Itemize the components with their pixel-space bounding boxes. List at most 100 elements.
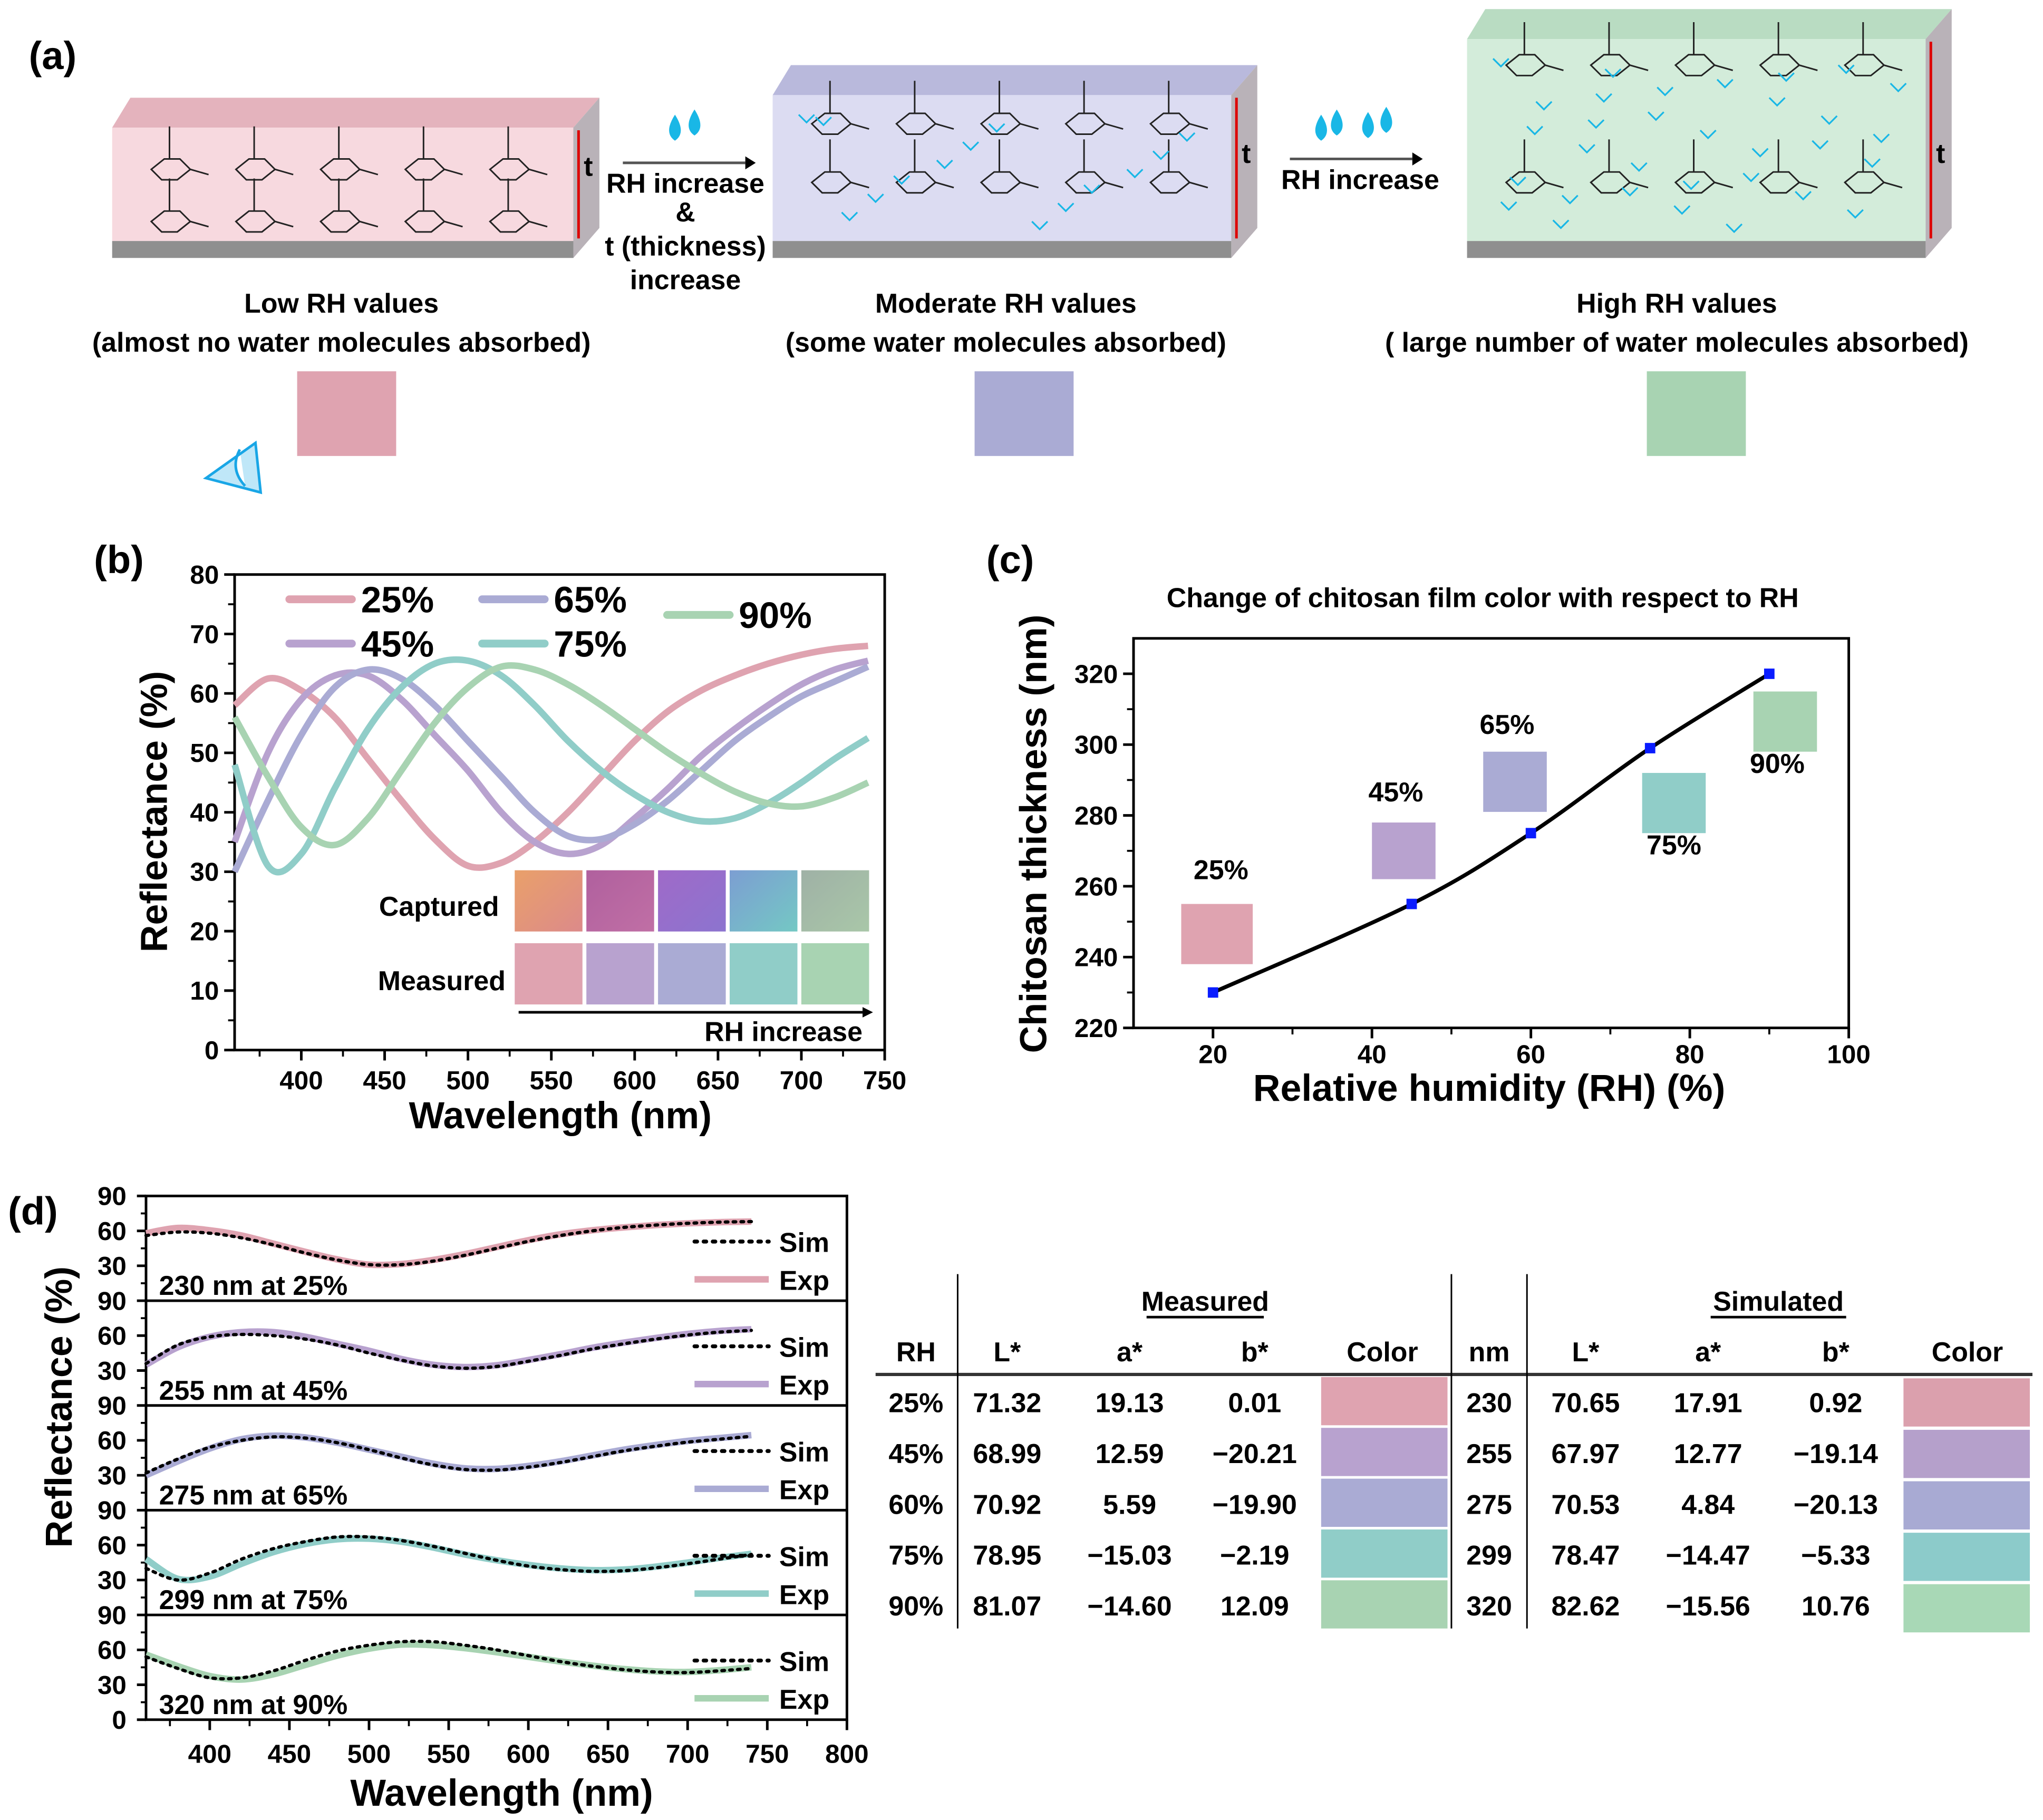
rh-color-swatch	[1753, 691, 1817, 752]
subplot-annotation: 299 nm at 75%	[159, 1584, 348, 1615]
water-molecule-icon	[1083, 184, 1100, 194]
column-header: a*	[1117, 1337, 1143, 1367]
chitosan-unit-icon	[1505, 22, 1564, 76]
water-molecule-icon	[1873, 133, 1890, 143]
exp-line	[144, 1641, 752, 1683]
water-molecule-icon	[1126, 169, 1144, 179]
water-molecule-icon	[1526, 125, 1544, 135]
x-tick-label: 700	[780, 1066, 823, 1095]
water-molecule-icon	[1621, 187, 1639, 197]
cell-simulated: 0.92	[1809, 1388, 1862, 1418]
water-drop-icon	[1362, 112, 1374, 138]
series-line-45%	[231, 657, 869, 857]
chitosan-unit-icon	[150, 126, 209, 181]
water-molecule-icon	[1630, 162, 1648, 172]
simulated-color-swatch	[1903, 1533, 2030, 1581]
sim-line	[144, 1435, 753, 1475]
y-tick-label: 30	[98, 1566, 127, 1595]
x-tick-label: 500	[347, 1739, 391, 1768]
y-tick-label: 0	[112, 1706, 126, 1735]
legend-sim-label: Sim	[779, 1437, 829, 1467]
arrow-label: &	[675, 197, 695, 227]
panel-label-c: (c)	[986, 538, 1034, 582]
panel-d-chart: (d) 90 60 30 230 nm at 25% Sim Exp 90 60 30 255 nm…	[8, 1182, 869, 1814]
measured-color-swatch	[1321, 1428, 1448, 1476]
water-molecule-icon	[1500, 201, 1517, 211]
y-tick-label: 30	[190, 858, 219, 887]
legend-sim-label: Sim	[779, 1542, 829, 1572]
cell-measured: 12.09	[1221, 1591, 1289, 1621]
chitosan-unit-icon	[404, 178, 463, 233]
table-row: 60% 70.92 5.59 −19.90 275 70.53 4.84 −20.13	[888, 1478, 2030, 1529]
panel-label-d: (d)	[8, 1189, 58, 1233]
y-tick-label: 20	[190, 917, 219, 946]
sim-line	[144, 1219, 753, 1267]
rh-color-swatch	[1642, 773, 1706, 834]
cell-rh: 45%	[888, 1438, 943, 1469]
water-molecule-icon	[1795, 191, 1812, 201]
water-molecule-icon	[1031, 220, 1049, 231]
water-molecule-icon	[1178, 132, 1196, 142]
cell-rh: 60%	[888, 1489, 943, 1519]
water-molecule-icon	[1552, 219, 1570, 229]
y-tick-label: 90	[98, 1601, 127, 1630]
panel-label-a: (a)	[29, 34, 77, 78]
cell-measured: 0.01	[1228, 1388, 1281, 1418]
legend-exp-label: Exp	[779, 1370, 829, 1400]
y-tick-label: 30	[98, 1252, 127, 1281]
film-front-face	[1467, 39, 1926, 241]
arrowhead	[745, 156, 756, 170]
substrate	[1467, 241, 1926, 258]
water-molecule-icon	[1726, 223, 1743, 234]
cell-measured: −14.60	[1088, 1591, 1172, 1621]
chitosan-unit-icon	[404, 126, 463, 181]
group-header-measured: Measured	[1141, 1286, 1269, 1316]
cell-measured: 70.92	[973, 1489, 1041, 1519]
sim-line	[144, 1329, 753, 1370]
x-tick-label: 550	[530, 1066, 573, 1095]
chitosan-unit-icon	[1590, 139, 1649, 194]
y-tick-label: 60	[98, 1217, 127, 1246]
water-molecule-icon	[1604, 68, 1622, 79]
arrow-label: t (thickness)	[605, 230, 766, 261]
data-point-marker	[1764, 669, 1775, 679]
chitosan-unit-icon	[1674, 22, 1734, 76]
subplot-1: 90 60 30 255 nm at 45% Sim Exp	[98, 1286, 847, 1406]
y-tick-label: 300	[1074, 731, 1118, 760]
water-molecule-icon	[1890, 83, 1907, 93]
column-header: Color	[1932, 1337, 2003, 1367]
water-molecule-icon	[1561, 195, 1579, 205]
water-molecule-icon	[1778, 72, 1795, 82]
series-line-75%	[231, 656, 870, 876]
captured-film-photo	[658, 870, 726, 932]
table-row: 75% 78.95 −15.03 −2.19 299 78.47 −14.47 −5.33	[888, 1529, 2030, 1581]
simulated-color-swatch	[1903, 1429, 2030, 1478]
substrate	[772, 241, 1232, 258]
chitosan-unit-icon	[810, 81, 869, 135]
measured-color-swatch	[729, 943, 798, 1005]
column-header: RH	[896, 1337, 936, 1367]
cell-simulated: −20.13	[1794, 1489, 1878, 1519]
cell-measured: −2.19	[1220, 1540, 1289, 1571]
cell-rh: 25%	[888, 1388, 943, 1418]
water-molecule-icon	[1751, 148, 1769, 158]
chitosan-unit-icon	[1149, 81, 1208, 135]
swatch-label: 75%	[1647, 830, 1701, 860]
water-molecule-icon	[1657, 86, 1674, 96]
swatch-label: 65%	[1480, 709, 1535, 740]
x-tick-label: 600	[613, 1066, 656, 1095]
swatch-label: 90%	[1750, 748, 1805, 779]
water-molecule-icon	[1587, 119, 1605, 129]
cell-simulated: 17.91	[1674, 1388, 1742, 1418]
subplot-4: 90 60 30 0 320 nm at 90% Sim Exp	[98, 1601, 847, 1735]
measured-color-swatch	[801, 943, 869, 1005]
eye-icon	[202, 440, 263, 495]
water-molecule-icon	[798, 114, 815, 124]
y-tick-label: 80	[190, 560, 219, 589]
y-tick-label: 30	[98, 1357, 127, 1386]
x-tick-label: 700	[666, 1739, 709, 1768]
panel-b-chart: (b) 400 450 500 550 600 650 700 750 0 10 20 30 40 50 60…	[94, 538, 906, 1137]
panel-c-chart: (c) Change of chitosan film color with re…	[986, 538, 1871, 1109]
water-molecule-icon	[1699, 129, 1717, 140]
data-point-marker	[1207, 987, 1218, 998]
